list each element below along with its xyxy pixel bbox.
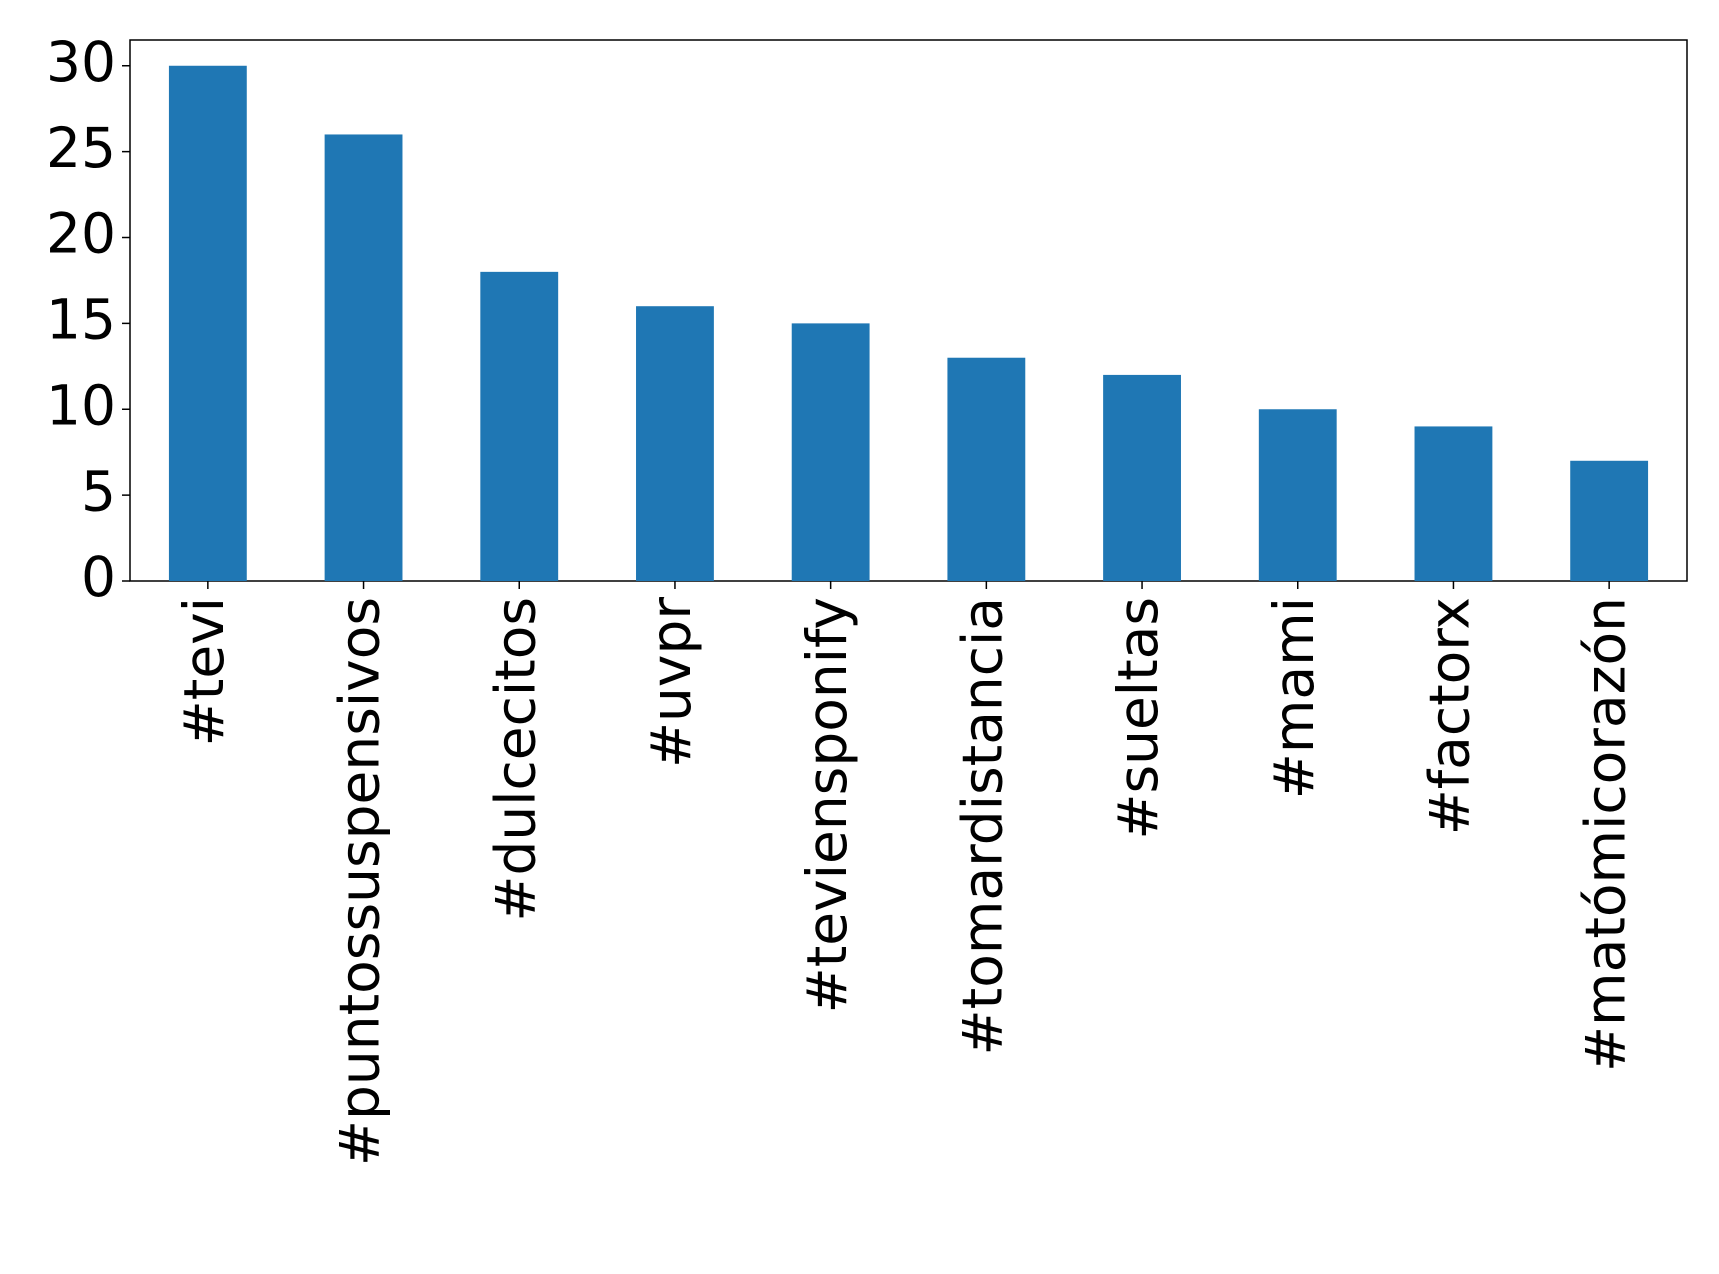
x-tick-label: #dulcecitos — [483, 597, 547, 922]
y-tick-label: 10 — [46, 373, 116, 437]
bar — [947, 357, 1026, 581]
y-tick-label: 5 — [81, 459, 116, 523]
x-tick-label: #teviensponify — [795, 597, 859, 1013]
y-tick-label: 30 — [46, 30, 116, 94]
bar — [1414, 426, 1493, 581]
plot-frame — [129, 39, 1688, 582]
y-tick-label: 15 — [46, 288, 116, 352]
bar — [480, 271, 559, 581]
bar — [168, 65, 247, 581]
x-tick-label: #mami — [1262, 597, 1326, 799]
bar — [791, 323, 870, 581]
y-tick-label: 20 — [46, 202, 116, 266]
y-tick-label: 0 — [81, 545, 116, 609]
x-tick-label: #tevi — [172, 597, 236, 746]
bar — [1103, 374, 1181, 581]
x-tick-label: #uvpr — [639, 597, 703, 768]
x-tick-label: #tomardistancia — [950, 597, 1014, 1055]
bar — [1570, 460, 1649, 581]
bar — [1258, 409, 1337, 581]
x-tick-label: #puntossuspensivos — [328, 597, 392, 1166]
y-tick-label: 25 — [46, 116, 116, 180]
x-tick-label: #factorx — [1418, 597, 1482, 835]
x-tick-label: #sueltas — [1106, 597, 1170, 840]
x-tick-label: #matómicorazón — [1573, 597, 1637, 1072]
bar — [636, 306, 714, 581]
bar — [324, 134, 403, 581]
